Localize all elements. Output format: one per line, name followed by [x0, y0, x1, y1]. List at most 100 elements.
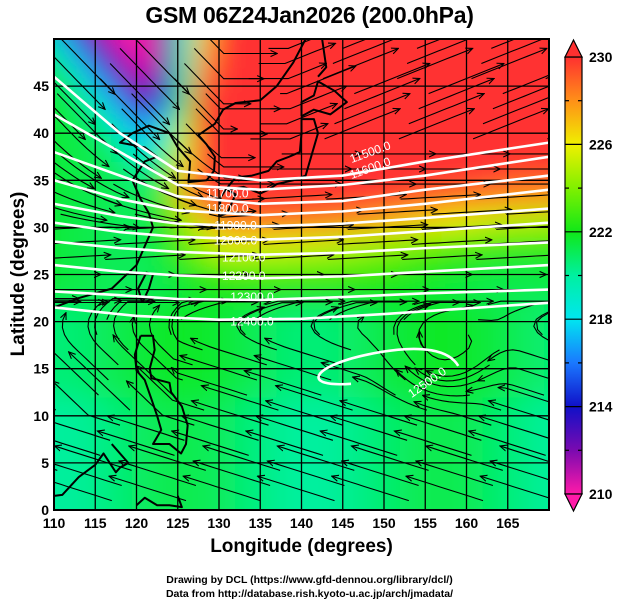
streamline: [419, 332, 473, 361]
field-cell: [544, 137, 549, 162]
streamline: [278, 6, 353, 33]
field-cell: [400, 490, 422, 510]
coastline-segment: [133, 334, 189, 455]
contour-line: [54, 288, 549, 302]
field-cell: [338, 137, 360, 162]
streamline: [191, 339, 267, 366]
streamline: [55, 446, 132, 471]
x-tick-label: 110: [43, 515, 66, 531]
streamline: [268, 461, 345, 487]
field-cell: [338, 420, 360, 445]
x-tick-label: 165: [496, 515, 520, 531]
field-cell: [111, 0, 133, 21]
streamline: [344, 79, 419, 110]
contour-line: [54, 263, 549, 280]
field-cell: [338, 490, 360, 510]
field-cell: [358, 396, 381, 422]
field-cell: [317, 160, 340, 186]
streamline: [54, 106, 85, 139]
field-cell: [152, 443, 175, 469]
streamline: [481, 476, 549, 499]
field-cell: [235, 39, 257, 45]
field-cell: [441, 325, 463, 351]
streamline: [54, 114, 108, 167]
field-cell: [338, 255, 360, 280]
field-cell: [441, 66, 463, 92]
field-cell: [523, 113, 546, 139]
field-cell: [503, 0, 525, 21]
field-cell: [255, 372, 278, 398]
field-cell: [441, 467, 463, 492]
field-cell: [461, 443, 484, 469]
field-cell: [235, 113, 257, 139]
field-cell: [544, 372, 549, 398]
field-cell: [54, 43, 71, 68]
field-cell: [503, 490, 525, 510]
field-cell: [296, 467, 319, 492]
field-cell: [214, 325, 236, 351]
colorbar-tick-label: 226: [589, 136, 613, 152]
field-cell: [214, 39, 236, 45]
streamline: [132, 317, 183, 381]
field-cell: [54, 231, 71, 257]
field-cell: [70, 66, 92, 92]
field-cell: [255, 278, 278, 304]
field-cell: [317, 184, 340, 210]
field-cell: [54, 325, 71, 351]
field-cell: [544, 420, 549, 445]
field-cell: [70, 467, 92, 492]
field-cell: [173, 490, 195, 510]
field-cell: [193, 39, 216, 45]
streamline: [258, 44, 335, 65]
streamline: [496, 225, 549, 230]
streamline: [342, 461, 419, 487]
streamline: [533, 311, 549, 342]
field-cell: [317, 349, 340, 374]
field-cell: [70, 137, 92, 162]
field-cell: [461, 90, 484, 115]
streamline: [491, 461, 549, 481]
chart-title: GSM 06Z24Jan2026 (200.0hPa): [145, 2, 474, 28]
streamline: [106, 303, 179, 320]
streamline: [130, 446, 206, 471]
field-cell: [461, 231, 484, 257]
streamline: [548, 198, 549, 200]
x-axis-label: Longitude (degrees): [210, 536, 393, 557]
x-tick-labels: 110 115 120 125 130 135 140 145 150 155 160 165: [43, 515, 520, 531]
field-cell: [482, 420, 505, 445]
streamline: [358, 316, 406, 381]
field-cell: [153, 0, 175, 21]
field-cell: [173, 66, 195, 92]
field-cell: [29, 43, 51, 68]
streamline: [396, 304, 430, 366]
field-cell: [276, 467, 298, 492]
field-cell: [544, 208, 549, 233]
field-cell: [461, 184, 484, 210]
field-cell: [461, 325, 484, 351]
field-cell: [544, 349, 549, 374]
field-cell: [523, 372, 546, 398]
streamline: [418, 79, 494, 110]
streamline: [427, 4, 502, 34]
streamline: [205, 93, 280, 109]
field-cell: [544, 43, 549, 68]
field-cell: [152, 420, 175, 445]
field-cell: [235, 490, 257, 510]
field-cell: [338, 208, 360, 233]
field-cell: [131, 90, 154, 115]
field-cell: [338, 90, 360, 115]
field-cell: [338, 349, 360, 374]
streamline: [179, 255, 258, 260]
field-cell: [358, 443, 381, 469]
streamline: [184, 476, 261, 502]
streamline: [54, 255, 110, 260]
field-cell: [152, 43, 175, 68]
field-cell: [461, 137, 484, 162]
field-cell: [523, 325, 546, 351]
field-cell: [111, 278, 133, 304]
field-cell: [296, 302, 319, 327]
streamline: [108, 416, 185, 441]
streamline: [134, 39, 189, 94]
field-cell: [317, 372, 340, 398]
field-cell: [131, 113, 154, 139]
